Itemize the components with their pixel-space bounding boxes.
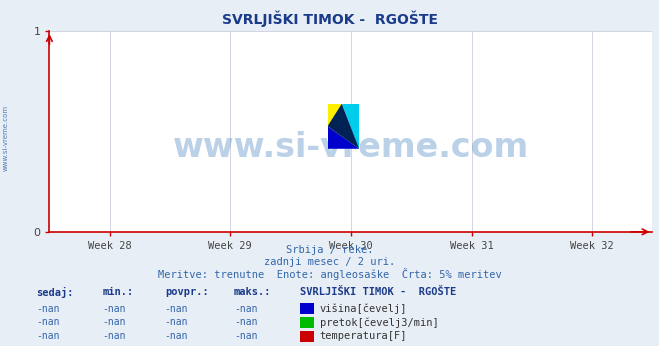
- Text: -nan: -nan: [102, 318, 126, 327]
- Text: SVRLJIŠKI TIMOK -  RGOŠTE: SVRLJIŠKI TIMOK - RGOŠTE: [300, 288, 456, 297]
- Text: sedaj:: sedaj:: [36, 287, 74, 298]
- Text: maks.:: maks.:: [234, 288, 272, 297]
- Text: povpr.:: povpr.:: [165, 288, 208, 297]
- Polygon shape: [342, 104, 359, 149]
- Text: SVRLJIŠKI TIMOK -  RGOŠTE: SVRLJIŠKI TIMOK - RGOŠTE: [221, 11, 438, 27]
- Text: www.si-vreme.com: www.si-vreme.com: [2, 105, 9, 172]
- Text: -nan: -nan: [102, 331, 126, 341]
- Text: -nan: -nan: [165, 318, 188, 327]
- Polygon shape: [328, 104, 342, 126]
- Text: Srbija / reke.: Srbija / reke.: [286, 245, 373, 255]
- Polygon shape: [328, 104, 359, 149]
- Text: -nan: -nan: [36, 304, 60, 313]
- Text: Meritve: trenutne  Enote: angleosaške  Črta: 5% meritev: Meritve: trenutne Enote: angleosaške Črt…: [158, 268, 501, 280]
- Text: -nan: -nan: [102, 304, 126, 313]
- Text: višina[čevelj]: višina[čevelj]: [320, 303, 407, 314]
- Text: -nan: -nan: [234, 331, 258, 341]
- Text: -nan: -nan: [36, 331, 60, 341]
- Text: -nan: -nan: [234, 318, 258, 327]
- Text: -nan: -nan: [165, 304, 188, 313]
- Text: -nan: -nan: [36, 318, 60, 327]
- Text: zadnji mesec / 2 uri.: zadnji mesec / 2 uri.: [264, 257, 395, 267]
- Text: -nan: -nan: [234, 304, 258, 313]
- Polygon shape: [328, 126, 359, 149]
- Text: www.si-vreme.com: www.si-vreme.com: [173, 131, 529, 164]
- Text: min.:: min.:: [102, 288, 133, 297]
- Text: -nan: -nan: [165, 331, 188, 341]
- Text: temperatura[F]: temperatura[F]: [320, 331, 407, 341]
- Text: pretok[čevelj3/min]: pretok[čevelj3/min]: [320, 317, 438, 328]
